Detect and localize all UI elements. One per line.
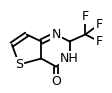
Text: F: F <box>81 10 88 23</box>
Text: O: O <box>51 75 60 88</box>
Text: F: F <box>95 35 102 48</box>
Text: N: N <box>51 28 60 41</box>
Text: NH: NH <box>60 52 78 65</box>
Text: F: F <box>95 18 102 31</box>
Text: S: S <box>15 58 23 71</box>
